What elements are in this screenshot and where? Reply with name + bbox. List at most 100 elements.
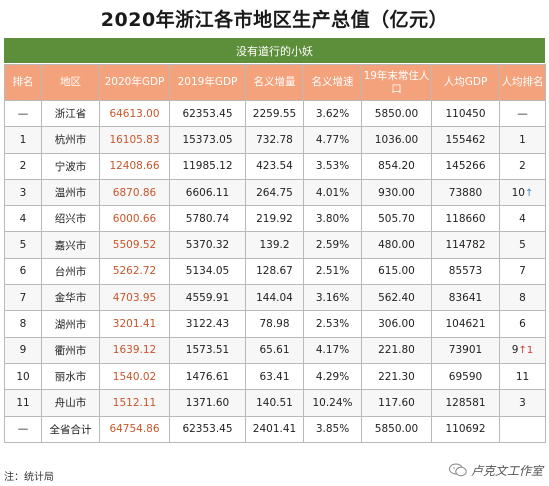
cell-gdp2019: 1573.51 bbox=[169, 336, 246, 364]
cell-per-capita: 104621 bbox=[431, 310, 500, 338]
cell-pc-rank: 2 bbox=[499, 152, 546, 180]
header-gdp2020: 2020年GDP bbox=[99, 64, 170, 101]
cell-rank: 11 bbox=[4, 389, 42, 417]
cell-pc-rank: 6 bbox=[499, 310, 546, 338]
header-rank: 排名 bbox=[4, 64, 42, 101]
header-increase: 名义增量 bbox=[245, 64, 304, 101]
cell-per-capita: 145266 bbox=[431, 152, 500, 180]
cell-gdp2020: 12408.66 bbox=[99, 152, 170, 180]
cell-gdp2019: 4559.91 bbox=[169, 284, 246, 312]
cell-gdp2020: 4703.95 bbox=[99, 284, 170, 312]
cell-gdp2019: 3122.43 bbox=[169, 310, 246, 338]
cell-per-capita: 69590 bbox=[431, 362, 500, 391]
header-region: 地区 bbox=[41, 64, 100, 101]
cell-region: 嘉兴市 bbox=[41, 231, 100, 259]
watermark-text: 卢克文工作室 bbox=[470, 463, 543, 478]
cell-region: 浙江省 bbox=[41, 99, 100, 128]
cell-region: 绍兴市 bbox=[41, 205, 100, 233]
cell-pc-rank: 10↑ bbox=[499, 178, 546, 207]
cell-growth: 3.16% bbox=[303, 284, 362, 312]
cell-population: 854.20 bbox=[361, 152, 432, 180]
cell-region: 台州市 bbox=[41, 257, 100, 286]
cell-pc-rank: 3 bbox=[499, 389, 546, 417]
table-row: 8 湖州市 3201.41 3122.43 78.98 2.53% 306.00 104621… bbox=[4, 310, 546, 338]
cell-growth: 3.62% bbox=[303, 99, 362, 128]
cell-gdp2019: 62353.45 bbox=[169, 415, 246, 443]
wechat-icon bbox=[448, 463, 467, 477]
header-per-capita: 人均GDP bbox=[431, 64, 500, 101]
cell-gdp2020: 6870.86 bbox=[99, 178, 170, 207]
table-row: 9 衢州市 1639.12 1573.51 65.61 4.17% 221.80 73901 9… bbox=[4, 336, 546, 364]
cell-gdp2019: 1371.60 bbox=[169, 389, 246, 417]
pc-rank-value: 9 bbox=[511, 344, 519, 357]
cell-pc-rank: 9↑1 bbox=[499, 336, 546, 364]
pc-rank-value: 4 bbox=[519, 212, 526, 225]
cell-gdp2019: 1476.61 bbox=[169, 362, 246, 391]
header-growth: 名义增速 bbox=[303, 64, 362, 101]
cell-rank: 4 bbox=[4, 205, 42, 233]
cell-gdp2020: 6000.66 bbox=[99, 205, 170, 233]
cell-increase: 63.41 bbox=[245, 362, 304, 391]
cell-per-capita: 118660 bbox=[431, 205, 500, 233]
subtitle-banner: 没有道行的小妖 bbox=[4, 38, 545, 63]
cell-gdp2019: 15373.05 bbox=[169, 126, 246, 154]
pc-rank-value: 10 bbox=[511, 186, 525, 199]
pc-rank-value: 3 bbox=[519, 396, 526, 409]
cell-pc-rank: 1 bbox=[499, 126, 546, 154]
pc-rank-value: 7 bbox=[519, 265, 526, 278]
cell-growth: 2.59% bbox=[303, 231, 362, 259]
cell-pc-rank: 5 bbox=[499, 231, 546, 259]
table-row: 2 宁波市 12408.66 11985.12 423.54 3.53% 854.20 145… bbox=[4, 152, 546, 180]
cell-rank: — bbox=[4, 415, 42, 443]
header-population: 19年末常住人口 bbox=[361, 64, 432, 101]
cell-growth: 4.77% bbox=[303, 126, 362, 154]
cell-rank: 6 bbox=[4, 257, 42, 286]
cell-gdp2020: 5509.52 bbox=[99, 231, 170, 259]
cell-growth: 3.80% bbox=[303, 205, 362, 233]
header-gdp2019: 2019年GDP bbox=[169, 64, 246, 101]
cell-population: 505.70 bbox=[361, 205, 432, 233]
cell-growth: 4.29% bbox=[303, 362, 362, 391]
table-row: 7 金华市 4703.95 4559.91 144.04 3.16% 562.40 83641… bbox=[4, 284, 546, 312]
cell-population: 306.00 bbox=[361, 310, 432, 338]
cell-per-capita: 85573 bbox=[431, 257, 500, 286]
cell-region: 金华市 bbox=[41, 284, 100, 312]
cell-pc-rank: 11 bbox=[499, 362, 546, 391]
cell-increase: 219.92 bbox=[245, 205, 304, 233]
cell-gdp2020: 3201.41 bbox=[99, 310, 170, 338]
header-pc-rank: 人均排名 bbox=[499, 64, 546, 101]
cell-rank: 7 bbox=[4, 284, 42, 312]
cell-pc-rank bbox=[499, 415, 546, 443]
cell-growth: 10.24% bbox=[303, 389, 362, 417]
cell-growth: 4.17% bbox=[303, 336, 362, 364]
rank-change-arrow-icon: ↑ bbox=[524, 187, 534, 199]
cell-per-capita: 155462 bbox=[431, 126, 500, 154]
cell-region: 丽水市 bbox=[41, 362, 100, 391]
cell-population: 221.30 bbox=[361, 362, 432, 391]
page-title: 2020年浙江各市地区生产总值（亿元） bbox=[100, 8, 449, 31]
cell-increase: 144.04 bbox=[245, 284, 304, 312]
cell-growth: 2.53% bbox=[303, 310, 362, 338]
cell-increase: 264.75 bbox=[245, 178, 304, 207]
footer-note: 注：统计局 bbox=[4, 472, 54, 483]
cell-rank: — bbox=[4, 99, 42, 128]
gdp-table: 排名 地区 2020年GDP 2019年GDP 名义增量 名义增速 19年末常住… bbox=[4, 64, 546, 443]
cell-gdp2020: 64754.86 bbox=[99, 415, 170, 443]
cell-region: 温州市 bbox=[41, 178, 100, 207]
cell-gdp2020: 16105.83 bbox=[99, 126, 170, 154]
cell-population: 221.80 bbox=[361, 336, 432, 364]
cell-per-capita: 73901 bbox=[431, 336, 500, 364]
cell-per-capita: 128581 bbox=[431, 389, 500, 417]
cell-pc-rank: — bbox=[499, 99, 546, 128]
cell-increase: 65.61 bbox=[245, 336, 304, 364]
cell-increase: 78.98 bbox=[245, 310, 304, 338]
cell-region: 全省合计 bbox=[41, 415, 100, 443]
table-row: — 浙江省 64613.00 62353.45 2259.55 3.62% 5850.00 1… bbox=[4, 99, 546, 128]
cell-per-capita: 110450 bbox=[431, 99, 500, 128]
cell-region: 舟山市 bbox=[41, 389, 100, 417]
table-row: 5 嘉兴市 5509.52 5370.32 139.2 2.59% 480.00 114782… bbox=[4, 231, 546, 259]
pc-rank-value: 5 bbox=[519, 239, 526, 252]
table-header-row: 排名 地区 2020年GDP 2019年GDP 名义增量 名义增速 19年末常住… bbox=[4, 64, 546, 101]
cell-increase: 139.2 bbox=[245, 231, 304, 259]
cell-population: 930.00 bbox=[361, 178, 432, 207]
